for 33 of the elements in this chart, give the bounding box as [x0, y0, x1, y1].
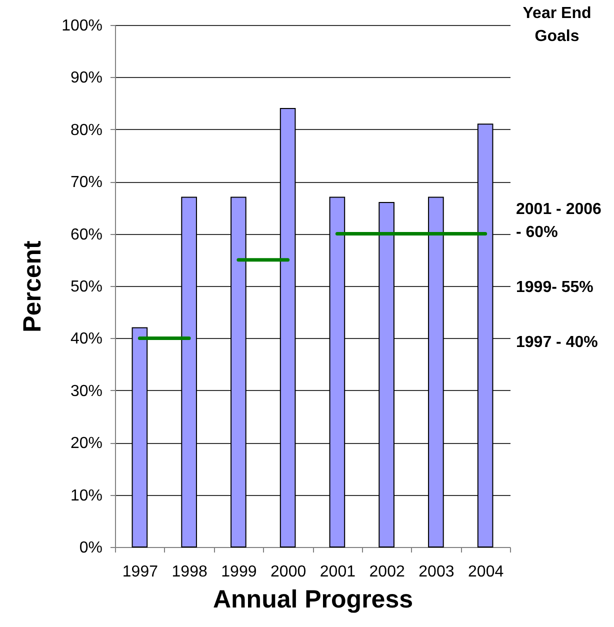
x-tick-label: 2003 [418, 564, 454, 580]
bar [132, 327, 148, 548]
x-tick-label: 2004 [468, 564, 504, 580]
x-tick-label: 1999 [221, 564, 257, 580]
bar [428, 196, 444, 548]
text: 1997 - 40% [516, 334, 598, 351]
x-axis-title: Annual Progress [212, 586, 414, 614]
x-tick-label: 2000 [270, 564, 306, 580]
y-tick-label: 100% [62, 18, 102, 34]
bar [378, 202, 394, 548]
bar [181, 196, 197, 548]
y-tick-label: 50% [70, 278, 102, 296]
text: 1999- 55% [516, 279, 594, 296]
bar [329, 196, 346, 548]
y-tick-label: 90% [70, 70, 102, 87]
bar [477, 124, 494, 548]
text: Year End Goals [522, 5, 592, 45]
y-tick-label: 20% [70, 435, 102, 452]
x-tick-label: 1998 [172, 564, 208, 580]
y-tick-label: 30% [70, 382, 102, 400]
bar [280, 108, 296, 548]
bar [230, 196, 246, 548]
x-tick-label: 2001 [320, 564, 356, 580]
y-tick-label: 70% [70, 174, 102, 192]
x-tick-label: 1997 [122, 564, 158, 580]
y-tick-label: 0% [79, 540, 102, 556]
y-tick-label: 60% [70, 226, 102, 244]
text: 2001 - 2006 - 60% [516, 201, 602, 241]
y-tick-label: 80% [70, 122, 102, 139]
y-tick-label: 10% [70, 487, 102, 504]
y-tick-label: 40% [70, 330, 102, 348]
y-axis-title: Percent [18, 240, 47, 332]
x-tick-label: 2002 [369, 564, 405, 580]
